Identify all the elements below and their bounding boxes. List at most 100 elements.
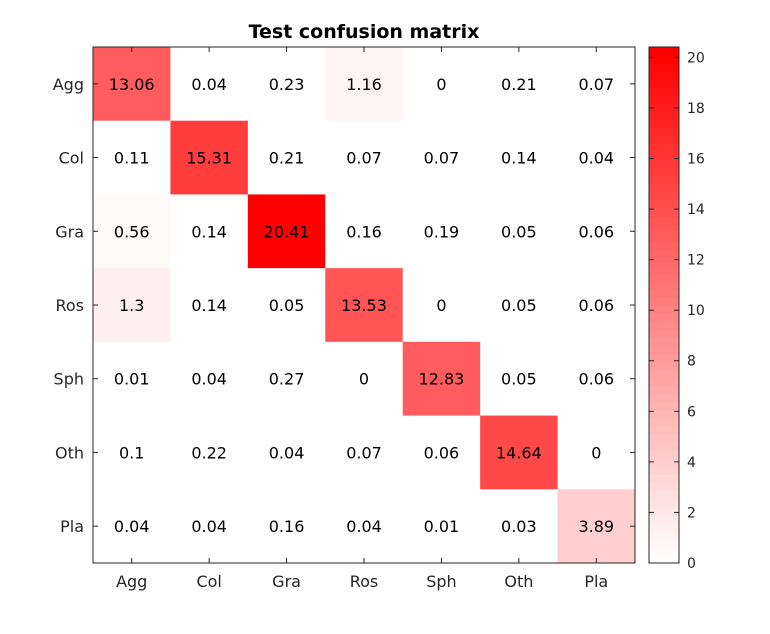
colorbar-segment: [649, 369, 679, 379]
colorbar-segment: [649, 554, 679, 564]
heatmap-cell: [557, 47, 636, 122]
heatmap-cell: [325, 341, 404, 417]
colorbar-segment: [649, 530, 679, 540]
heatmap-cell: [93, 415, 171, 490]
cell-value-label: 0.23: [269, 75, 305, 94]
colorbar-segment: [649, 176, 679, 185]
colorbar-segment: [649, 63, 679, 72]
heatmap-cell: [480, 489, 559, 564]
colorbar-segment: [649, 192, 679, 201]
colorbar-segment: [649, 442, 679, 451]
colorbar-segment: [649, 474, 679, 483]
cell-value-label: 0.07: [346, 443, 382, 462]
colorbar-segment: [649, 313, 679, 322]
heatmap-cell: [247, 341, 326, 417]
heatmap-cell: [170, 489, 249, 564]
colorbar-segment: [649, 538, 679, 548]
cell-value-label: 0: [359, 370, 369, 389]
heatmap-cell: [93, 268, 171, 343]
heatmap-cell: [402, 194, 481, 269]
cell-value-label: 0.16: [269, 517, 305, 536]
heatmap-cell: [402, 47, 481, 122]
cell-value-label: 0.11: [114, 149, 150, 168]
heatmap-cell: [247, 489, 326, 564]
cell-value-label: 0.05: [501, 370, 537, 389]
y-tick-label: Gra: [55, 222, 84, 241]
heatmap-cell: [93, 120, 171, 195]
cell-value-label: 1.16: [346, 75, 382, 94]
colorbar-segment: [649, 135, 679, 145]
cell-value-label: 0: [436, 296, 446, 315]
colorbar-frame: [648, 46, 680, 564]
colorbar-tick-label: 18: [687, 101, 705, 117]
cell-value-label: 0: [591, 443, 601, 462]
cell-value-label: 0.06: [578, 296, 614, 315]
heatmap-cell: [557, 415, 636, 490]
colorbar-segment: [649, 498, 679, 508]
colorbar-tick-label: 20: [687, 50, 705, 66]
cell-value-label: 0.04: [191, 75, 227, 94]
colorbar-segment: [649, 321, 679, 330]
colorbar-segment: [649, 353, 679, 363]
colorbar-segment: [649, 409, 679, 419]
heatmap-cell: [247, 120, 326, 195]
colorbar-segment: [649, 482, 679, 492]
colorbar-segment: [649, 434, 679, 443]
colorbar-segment: [649, 264, 679, 274]
colorbar-tick-label: 0: [687, 556, 696, 572]
heatmap-cell: [325, 489, 404, 564]
colorbar-segment: [649, 184, 679, 193]
x-tick-label: Agg: [116, 572, 147, 591]
colorbar-segment: [649, 119, 679, 129]
cell-value-label: 0.06: [578, 370, 614, 389]
heatmap-cell: [325, 415, 404, 490]
cell-value-label: 0: [436, 75, 446, 94]
heatmap-cell: [480, 341, 559, 417]
heatmap-cell: [480, 415, 559, 490]
y-axis-ticks: Agg Col Gra Ros Sph Oth Pla: [53, 75, 635, 536]
cell-value-label: 13.06: [109, 75, 155, 94]
heatmap-cell: [480, 194, 559, 269]
cell-value-label: 0.05: [501, 222, 537, 241]
cell-value-label: 14.64: [496, 443, 542, 462]
heatmap-cell: [402, 489, 481, 564]
cell-value-label: 0.14: [191, 296, 227, 315]
colorbar-segment: [649, 401, 679, 411]
cell-value-label: 0.07: [578, 75, 614, 94]
y-tick-label: Pla: [60, 517, 84, 536]
cell-value-label: 0.56: [114, 222, 150, 241]
heatmap-cell: [93, 489, 171, 564]
heatmap-cell: [170, 415, 249, 490]
colorbar-tick-label: 16: [687, 151, 705, 167]
heatmap-cell: [557, 268, 636, 343]
heatmap-cell: [480, 268, 559, 343]
heatmap-cell: [325, 47, 404, 122]
cell-value-label: 0.27: [269, 370, 305, 389]
cell-value-label: 15.31: [186, 149, 232, 168]
x-tick-label: Col: [196, 572, 221, 591]
cell-value-label: 0.04: [191, 517, 227, 536]
cell-value-label: 0.04: [114, 517, 150, 536]
colorbar-segment: [649, 159, 679, 169]
y-tick-label: Oth: [55, 443, 84, 462]
cell-value-label: 0.16: [346, 222, 382, 241]
heatmap-cell: [170, 47, 249, 122]
chart-title: Test confusion matrix: [249, 21, 480, 43]
heatmap-cell: [325, 194, 404, 269]
x-tick-label: Oth: [504, 572, 533, 591]
cell-value-label: 0.04: [578, 149, 614, 168]
colorbar-segment: [649, 151, 679, 161]
colorbar-segment: [649, 71, 679, 80]
colorbar-segment: [649, 127, 679, 137]
colorbar-segment: [649, 506, 679, 516]
colorbar-segment: [649, 208, 679, 217]
cell-value-label: 0.04: [191, 370, 227, 389]
heatmap-cell: [93, 194, 171, 269]
colorbar-segment: [649, 425, 679, 435]
cell-value-label: 0.07: [424, 149, 460, 168]
heatmap-cell: [247, 268, 326, 343]
cell-value-label: 12.83: [419, 370, 465, 389]
colorbar-segment: [649, 522, 679, 532]
colorbar-segment: [649, 514, 679, 524]
